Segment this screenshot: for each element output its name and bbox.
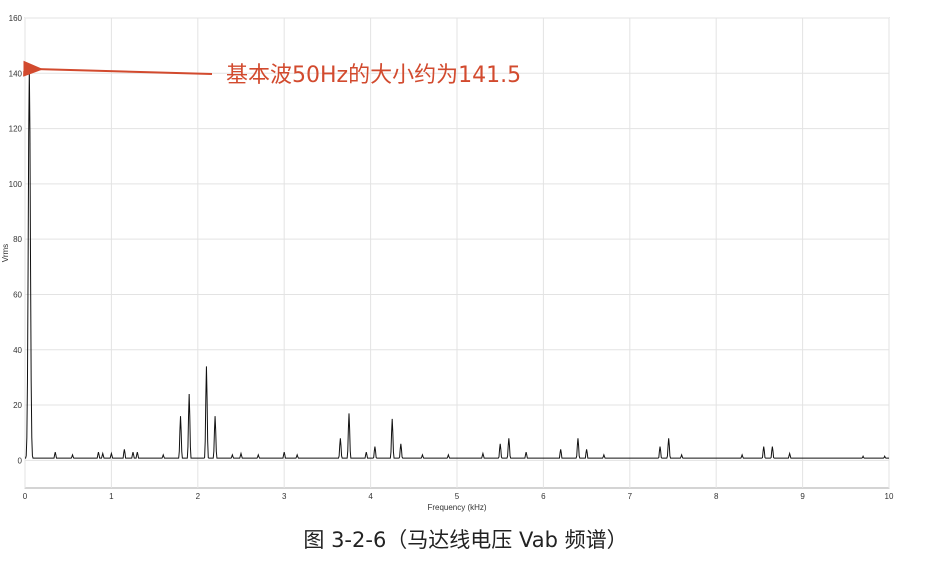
y-tick-label: 120 — [9, 125, 23, 134]
y-tick-label: 140 — [9, 69, 23, 78]
y-tick-label: 160 — [9, 14, 23, 23]
x-tick-label: 9 — [800, 492, 805, 501]
x-tick-label: 0 — [23, 492, 28, 501]
figure-caption: 图 3-2-6（马达线电压 Vab 频谱） — [303, 528, 628, 552]
spectrum-chart: 0 1 2 3 4 5 6 7 8 9 10 0 20 40 60 80 100 120 140 160 Freque… — [1, 14, 894, 512]
y-axis-label: Vrms — [1, 244, 10, 262]
y-tick-label: 80 — [13, 235, 22, 244]
x-tick-label: 10 — [885, 492, 894, 501]
y-tick-label: 0 — [18, 456, 23, 465]
grid-lines — [24, 17, 890, 488]
x-tick-label: 7 — [628, 492, 633, 501]
y-tick-label: 100 — [9, 180, 23, 189]
x-tick-label: 2 — [196, 492, 201, 501]
x-tick-label: 6 — [541, 492, 546, 501]
x-tick-label: 5 — [455, 492, 460, 501]
x-tick-label: 8 — [714, 492, 719, 501]
x-axis-label: Frequency (kHz) — [427, 503, 486, 512]
annotation-arrow — [23, 60, 213, 77]
annotation-text: 基本波50Hz的大小约为141.5 — [226, 63, 521, 88]
y-tick-label: 60 — [13, 290, 22, 299]
spectrum-series-line — [24, 69, 889, 459]
y-tick-label: 20 — [13, 401, 22, 410]
x-tick-label: 1 — [109, 492, 114, 501]
x-tick-label: 4 — [368, 492, 373, 501]
y-tick-label: 40 — [13, 346, 22, 355]
x-tick-label: 3 — [282, 492, 287, 501]
